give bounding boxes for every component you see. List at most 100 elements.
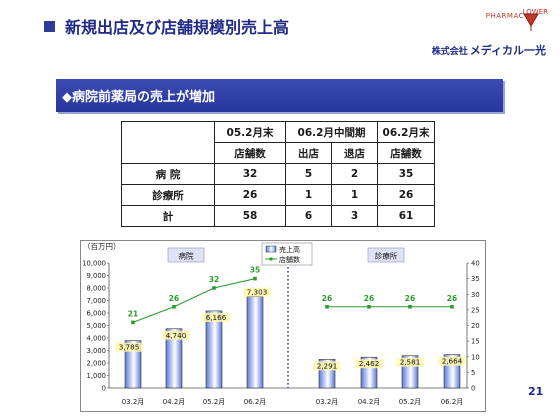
- table-cell: 26: [214, 184, 286, 206]
- sales-label: 3,785: [119, 343, 140, 352]
- header-06-mid: 06.2月中間期: [285, 121, 378, 143]
- stores-point: [408, 304, 412, 309]
- sales-label: 6,166: [206, 313, 227, 322]
- group-label-box: [367, 247, 405, 263]
- sales-label-bg: [396, 357, 424, 367]
- table-cell: 58: [214, 205, 286, 227]
- sales-label: 2,581: [400, 358, 421, 367]
- group-label: 病院: [179, 251, 194, 261]
- x-tick-label: 05.2月: [399, 398, 422, 406]
- stores-label: 26: [405, 294, 415, 303]
- sales-label-bg: [355, 359, 383, 369]
- brand-lower-text: LOWER: [522, 8, 548, 16]
- table-cell: 32: [214, 163, 286, 185]
- sales-label: 2,664: [442, 357, 463, 366]
- right-tick-label: 10: [471, 353, 480, 361]
- row-label-hospital: 病 院: [121, 163, 215, 185]
- x-tick-label: 04.2月: [358, 398, 381, 406]
- x-tick-label: 04.2月: [163, 398, 186, 406]
- page-title: 新規出店及び店舗規模別売上高: [65, 18, 290, 37]
- brand-company-name: メディカル一光: [469, 44, 546, 57]
- sales-label: 4,740: [166, 331, 187, 340]
- subheader-stores-06: 店舗数: [377, 142, 435, 164]
- table-row-total: 計 58 6 3 61: [121, 205, 435, 227]
- subheader-open: 出店: [285, 142, 332, 164]
- sales-label: 2,291: [317, 361, 338, 370]
- left-tick-label: 8,000: [87, 285, 106, 293]
- header-05-end: 05.2月末: [214, 121, 286, 143]
- table-row: 診療所 26 1 1 26: [121, 184, 435, 206]
- sales-label-bg: [115, 342, 143, 352]
- left-tick-label: 1,000: [87, 372, 106, 380]
- x-tick-label: 05.2月: [203, 398, 226, 406]
- sales-bar: [165, 328, 183, 389]
- table-cell: 61: [377, 205, 435, 227]
- table-cell: 6: [285, 205, 332, 227]
- table-row: 病 院 32 5 2 35: [121, 163, 435, 185]
- chart-frame: （百万円） 10,000 9,000 8,000 7,000 6,000 5,000 4,00…: [80, 240, 486, 412]
- stores-point: [212, 286, 216, 290]
- table-header-row-1: 05.2月末 06.2月中間期 06.2月末: [121, 121, 435, 164]
- legend-stores-marker: [269, 257, 273, 261]
- right-tick-label: 0: [471, 385, 475, 393]
- title-row: 新規出店及び店舗規模別売上高: [44, 14, 374, 38]
- brand-company: 株式会社 メディカル一光: [432, 42, 546, 58]
- table-cell: 2: [331, 163, 378, 185]
- banner-text: ◆病院前薬局の売上が増加: [62, 90, 215, 105]
- stores-point: [131, 320, 135, 325]
- left-tick-label: 3,000: [87, 347, 106, 355]
- sales-chart: （百万円） 10,000 9,000 8,000 7,000 6,000 5,000 4,00…: [82, 242, 480, 406]
- header-06-end: 06.2月末: [377, 121, 435, 143]
- x-tick-label: 06.2月: [244, 398, 267, 406]
- left-tick-label: 2,000: [87, 360, 106, 368]
- right-tick-label: 20: [471, 322, 480, 330]
- stores-point: [253, 276, 257, 281]
- left-tick-label: 5,000: [87, 322, 106, 330]
- group-label: 診療所: [375, 251, 398, 261]
- legend-sales-label: 売上高: [279, 245, 300, 254]
- stores-label: 26: [322, 294, 332, 303]
- left-tick-label: 4,000: [87, 335, 106, 343]
- right-tick-label: 35: [471, 275, 480, 283]
- row-label-total: 計: [121, 205, 215, 227]
- subheader-close: 退店: [331, 142, 378, 164]
- sales-label: 2,462: [359, 359, 380, 368]
- brand-logo-area: PHARMAC LOWER 株式会社 メディカル一光: [392, 6, 552, 64]
- table-cell: 35: [377, 163, 435, 185]
- brand-flower-icon: [523, 13, 539, 31]
- brand-company-prefix: 株式会社: [431, 47, 468, 57]
- left-tick-label: 0: [102, 385, 106, 393]
- stores-label: 35: [250, 266, 260, 275]
- stores-label: 32: [209, 275, 219, 284]
- left-tick-label: 7,000: [87, 297, 106, 305]
- sales-bar: [124, 340, 142, 389]
- left-tick-label: 10,000: [82, 260, 106, 268]
- group-label-box: [167, 247, 205, 263]
- sales-label-bg: [243, 287, 271, 297]
- table-cell: 5: [285, 163, 332, 185]
- sales-label-bg: [202, 312, 230, 322]
- stores-label: 26: [447, 294, 457, 303]
- page-number: 21: [528, 385, 544, 398]
- sales-label: 7,303: [247, 288, 268, 297]
- stores-point: [325, 304, 329, 309]
- stores-label: 26: [169, 294, 179, 303]
- title-bullet: [44, 20, 55, 32]
- stores-label: 26: [364, 294, 374, 303]
- store-count-table: 05.2月末 06.2月中間期 06.2月末 店舗数 出店 退店 店舗数 病 院…: [121, 121, 435, 227]
- subheader-stores-05: 店舗数: [214, 142, 286, 164]
- left-tick-label: 9,000: [87, 272, 106, 280]
- sales-label-bg: [438, 356, 466, 366]
- table-cell: 1: [331, 184, 378, 206]
- x-tick-label: 06.2月: [441, 398, 464, 406]
- right-tick-label: 5: [471, 369, 475, 377]
- right-tick-label: 15: [471, 338, 480, 346]
- stores-line: [132, 278, 256, 323]
- legend-stores-label: 店舗数: [279, 255, 300, 264]
- stores-label: 21: [128, 309, 138, 318]
- sales-label-bg: [313, 361, 341, 371]
- stores-point: [450, 304, 454, 309]
- x-tick-label: 03.2月: [316, 398, 339, 406]
- right-tick-label: 30: [471, 291, 480, 299]
- table-header-row-2: 店舗数 出店 退店 店舗数: [122, 142, 435, 164]
